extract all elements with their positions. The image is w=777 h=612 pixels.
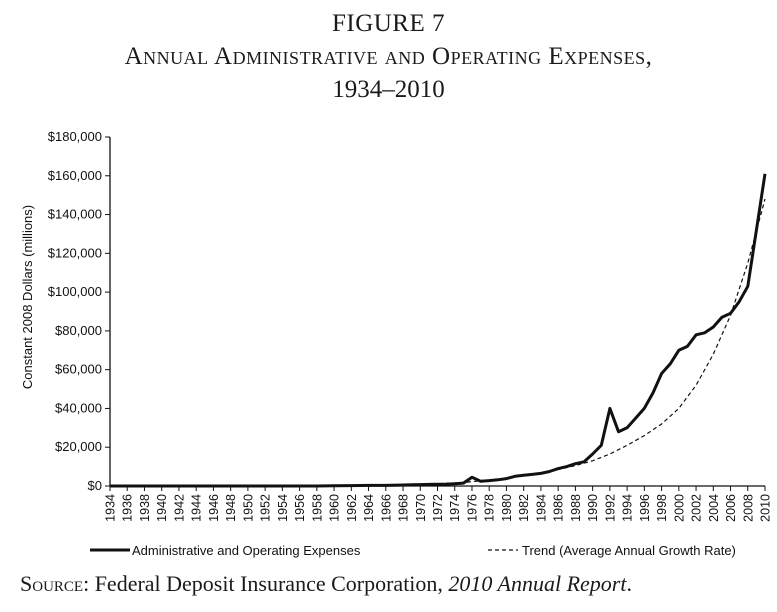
trend-series-line	[110, 198, 766, 487]
x-tick-label: 1960	[328, 494, 342, 522]
x-tick-label: 1966	[379, 494, 393, 522]
y-tick-label: $20,000	[55, 439, 102, 454]
x-tick-label: 2008	[741, 494, 755, 522]
legend: Administrative and Operating Expenses Tr…	[90, 543, 736, 558]
x-tick-label: 2006	[724, 494, 738, 522]
x-tick-label: 1994	[621, 494, 635, 522]
x-tick-label: 1954	[276, 494, 290, 522]
x-tick-label: 1948	[224, 494, 238, 522]
x-tick-label: 1992	[603, 494, 617, 522]
x-tick-label: 1976	[465, 494, 479, 522]
x-tick-label: 2004	[707, 494, 721, 522]
figure-title: Annual Administrative and Operating Expe…	[124, 43, 653, 70]
figure-label: FIGURE 7	[331, 10, 446, 37]
x-axis-ticks: 1934 1936 1938 1940 1942 1944 1946 1948 1950 1952…	[104, 486, 773, 522]
legend-label-expenses: Administrative and Operating Expenses	[132, 543, 361, 558]
x-tick-label: 1984	[534, 494, 548, 522]
x-tick-label: 1968	[397, 494, 411, 522]
x-tick-label: 2010	[759, 494, 773, 522]
y-axis-label: Constant 2008 Dollars (millions)	[20, 205, 35, 389]
x-tick-label: 1974	[448, 494, 462, 522]
y-tick-label: $160,000	[48, 168, 102, 183]
source-prefix: Source	[20, 571, 84, 596]
x-tick-label: 1936	[121, 494, 135, 522]
y-tick-label: $80,000	[55, 323, 102, 338]
x-tick-label: 1942	[172, 494, 186, 522]
x-tick-label: 1952	[259, 494, 273, 522]
x-tick-label: 1934	[104, 494, 118, 522]
x-tick-label: 1970	[414, 494, 428, 522]
y-tick-label: $180,000	[48, 129, 102, 144]
x-tick-label: 2002	[690, 494, 704, 522]
x-tick-label: 2000	[672, 494, 686, 522]
x-tick-label: 1962	[345, 494, 359, 522]
source-text: : Federal Deposit Insurance Corporation,	[83, 571, 449, 596]
source-report-title: 2010 Annual Report	[448, 571, 627, 596]
x-tick-label: 1972	[431, 494, 445, 522]
x-tick-label: 1980	[500, 494, 514, 522]
y-tick-label: $60,000	[55, 362, 102, 377]
y-tick-label: $120,000	[48, 245, 102, 260]
y-tick-label: $0	[88, 478, 102, 493]
x-tick-label: 1944	[190, 494, 204, 522]
x-tick-label: 1938	[138, 494, 152, 522]
x-tick-label: 1950	[241, 494, 255, 522]
x-tick-label: 1996	[638, 494, 652, 522]
y-tick-label: $40,000	[55, 400, 102, 415]
x-tick-label: 1946	[207, 494, 221, 522]
y-tick-label: $100,000	[48, 284, 102, 299]
x-tick-label: 1956	[293, 494, 307, 522]
x-tick-label: 1964	[362, 494, 376, 522]
x-tick-label: 1998	[655, 494, 669, 522]
x-tick-label: 1986	[552, 494, 566, 522]
x-tick-label: 1978	[483, 494, 497, 522]
source-note: Source: Federal Deposit Insurance Corpor…	[20, 571, 632, 597]
x-tick-label: 1990	[586, 494, 600, 522]
x-tick-label: 1982	[517, 494, 531, 522]
x-tick-label: 1958	[310, 494, 324, 522]
y-axis-ticks: $0 $20,000 $40,000 $60,000 $80,000 $100,000 $1…	[48, 129, 110, 493]
legend-label-trend: Trend (Average Annual Growth Rate)	[522, 543, 736, 558]
x-tick-label: 1940	[155, 494, 169, 522]
source-suffix: .	[626, 571, 632, 596]
x-tick-label: 1988	[569, 494, 583, 522]
figure-title-years: 1934–2010	[332, 76, 445, 103]
y-tick-label: $140,000	[48, 207, 102, 222]
expenses-series-line	[110, 173, 767, 488]
